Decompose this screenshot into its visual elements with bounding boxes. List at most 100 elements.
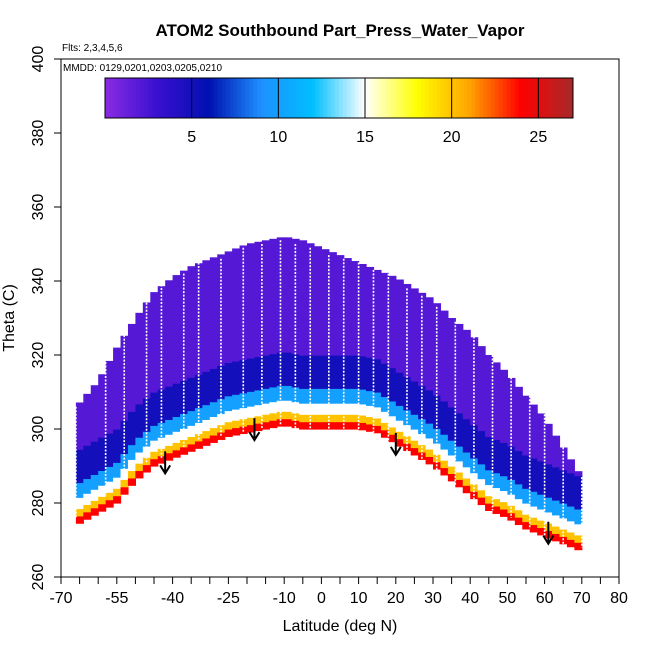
colorbar-swatch xyxy=(526,78,531,118)
heatmap-cell xyxy=(180,446,189,455)
heatmap-cell xyxy=(433,443,442,455)
heatmap-cell xyxy=(343,258,352,356)
x-tick-label: 10 xyxy=(350,590,368,607)
colorbar-swatch xyxy=(498,78,504,118)
heatmap-cell xyxy=(388,275,397,369)
heatmap-cell xyxy=(224,429,233,437)
heatmap-cell xyxy=(455,446,464,462)
heatmap-cell xyxy=(366,423,375,432)
heatmap-cell xyxy=(202,371,211,406)
heatmap-cell xyxy=(537,508,546,521)
heatmap-cell xyxy=(485,484,494,497)
heatmap-cell xyxy=(172,442,181,451)
heatmap-cell xyxy=(202,430,211,439)
heatmap-cell xyxy=(127,444,136,460)
heatmap-cell xyxy=(261,414,270,423)
colorbar-swatch xyxy=(335,78,340,118)
heatmap-cell xyxy=(209,401,218,418)
colorbar-swatch xyxy=(237,78,242,118)
colorbar-swatch xyxy=(534,78,539,118)
heatmap-cell xyxy=(328,414,337,423)
colorbar-swatch xyxy=(303,78,309,118)
heatmap-cell xyxy=(388,415,397,428)
dates-label: MMDD: 0129,0201,0203,0205,0210 xyxy=(63,63,222,74)
heatmap-cell xyxy=(187,266,196,378)
heatmap-cell xyxy=(202,404,211,420)
heatmap-cell xyxy=(232,427,241,436)
heatmap-cell xyxy=(410,447,419,456)
heatmap-cell xyxy=(552,525,561,534)
heatmap-cell xyxy=(358,389,367,405)
colorbar-swatch xyxy=(342,78,348,118)
heatmap-cell xyxy=(566,472,575,507)
heatmap-cell xyxy=(440,434,449,450)
colorbar-swatch xyxy=(105,78,110,118)
heatmap-cell xyxy=(165,452,174,461)
heatmap-cell xyxy=(224,410,233,423)
colorbar-swatch xyxy=(241,78,246,118)
heatmap-cell xyxy=(209,416,218,429)
x-tick-label: 70 xyxy=(573,590,591,607)
colorbar-swatch xyxy=(175,78,180,118)
colorbar-swatch xyxy=(424,78,430,118)
colorbar-swatch xyxy=(198,78,203,118)
heatmap-cell xyxy=(336,388,345,404)
heatmap-cell xyxy=(187,377,196,412)
heatmap-cell xyxy=(425,456,434,465)
heatmap-cell xyxy=(254,241,263,358)
heatmap-cell xyxy=(492,472,501,489)
heatmap-cell xyxy=(83,504,92,513)
colorbar-swatch xyxy=(374,78,379,118)
colorbar-swatch xyxy=(541,78,547,118)
heatmap-cell xyxy=(239,418,248,427)
colorbar-swatch xyxy=(417,78,422,118)
heatmap-cell xyxy=(105,466,114,482)
colorbar-swatch xyxy=(463,78,469,118)
heatmap-cell xyxy=(127,477,136,486)
heatmap-cell xyxy=(172,449,181,458)
heatmap-cell xyxy=(90,489,99,501)
heatmap-cell xyxy=(105,360,114,434)
heatmap-cell xyxy=(433,428,442,444)
heatmap-cell xyxy=(113,429,122,463)
x-tick-label: -40 xyxy=(161,590,184,607)
heatmap-cell xyxy=(113,477,122,489)
colorbar-swatch xyxy=(194,78,200,118)
heatmap-cell xyxy=(113,462,122,478)
heatmap-cell xyxy=(552,500,561,516)
heatmap-cell xyxy=(380,411,389,423)
heatmap-cell xyxy=(142,446,151,458)
y-tick-label: 380 xyxy=(30,120,47,147)
heatmap-cell xyxy=(410,429,419,441)
heatmap-cell xyxy=(306,243,315,356)
colorbar-swatch xyxy=(545,78,551,118)
heatmap-cell xyxy=(574,523,583,536)
heatmap-cell xyxy=(247,357,256,392)
heatmap-cell xyxy=(75,515,84,524)
heatmap-cell xyxy=(98,496,107,505)
heatmap-cell xyxy=(83,478,92,494)
heatmap-cell xyxy=(157,448,166,457)
heatmap-cell xyxy=(269,412,278,421)
heatmap-cell xyxy=(499,442,508,477)
heatmap-cell xyxy=(380,272,389,364)
heatmap-cell xyxy=(514,386,523,452)
heatmap-cell xyxy=(113,488,122,497)
heatmap-cell xyxy=(462,329,471,420)
heatmap-cell xyxy=(313,388,322,404)
colorbar-swatch xyxy=(378,78,383,118)
heatmap-cell xyxy=(447,318,456,408)
heatmap-cell xyxy=(492,362,501,440)
heatmap-cell xyxy=(462,451,471,468)
x-tick-label: 50 xyxy=(499,590,517,607)
colorbar-swatch xyxy=(428,78,434,118)
heatmap-cell xyxy=(566,520,575,533)
heatmap-cell xyxy=(120,468,129,480)
heatmap-cell xyxy=(98,485,107,497)
heatmap-cell xyxy=(284,237,293,353)
heatmap-cell xyxy=(269,238,278,355)
heatmap-cell xyxy=(358,414,367,423)
heatmap-cell xyxy=(388,426,397,435)
heatmap-cell xyxy=(90,385,99,442)
